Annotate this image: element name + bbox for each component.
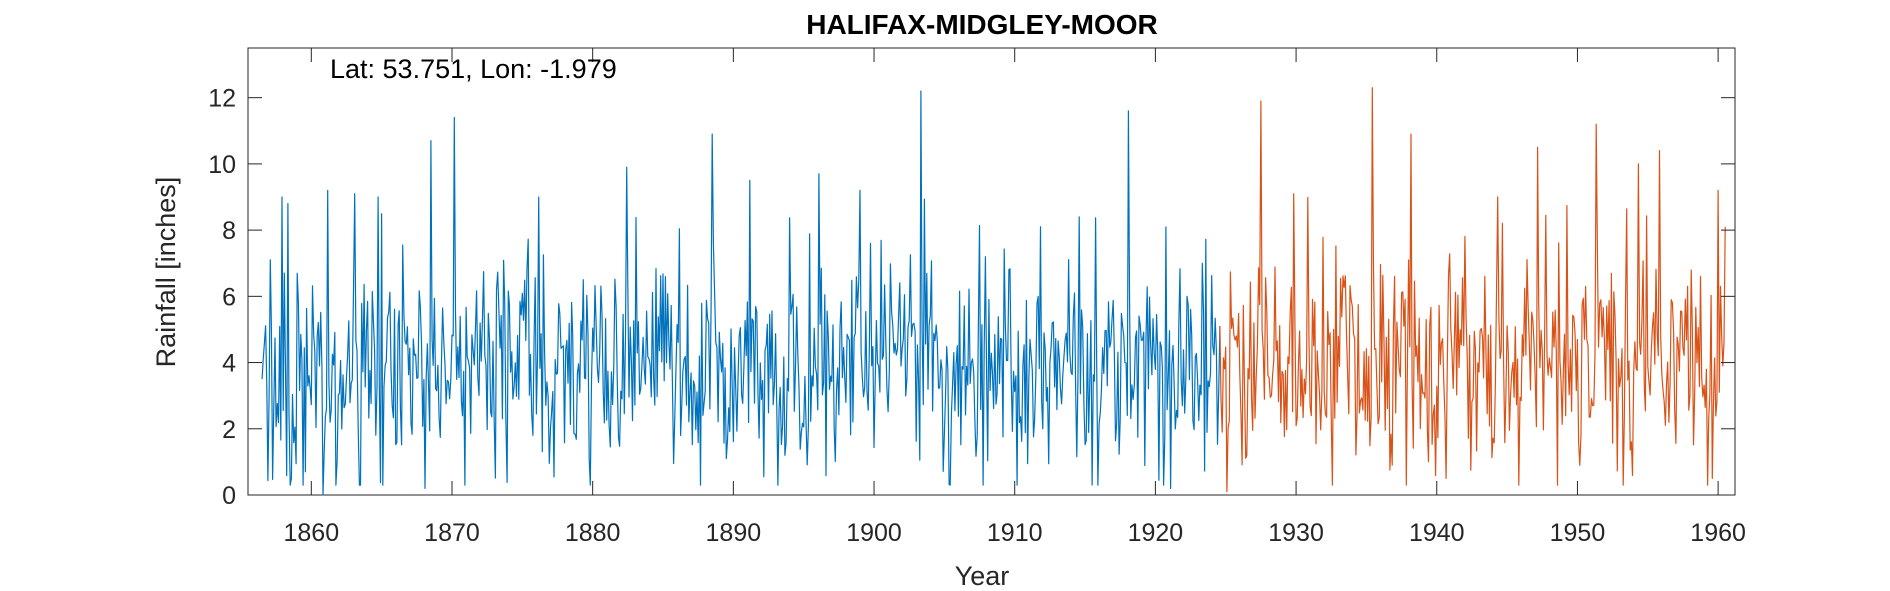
y-tick-label: 0 [222,482,236,510]
x-tick-label: 1960 [1690,519,1746,547]
x-tick-label: 1930 [1268,519,1324,547]
y-tick-label: 6 [222,283,236,311]
chart-title: HALIFAX-MIDGLEY-MOOR [806,9,1158,40]
x-tick-label: 1950 [1550,519,1606,547]
x-tick-label: 1900 [846,519,902,547]
x-tick-label: 1940 [1409,519,1465,547]
y-tick-label: 8 [222,217,236,245]
location-annotation: Lat: 53.751, Lon: -1.979 [330,54,617,84]
x-tick-label: 1890 [706,519,762,547]
rainfall-series-2-line [1219,87,1726,493]
rainfall-series-1-line [261,90,1221,496]
y-tick-label: 10 [208,151,236,179]
axes-layer: 0 2 4 6 8 10 12 1860 1870 1880 1890 1900 1910 1920 193… [208,48,1746,547]
y-tick-label: 12 [208,85,236,113]
y-axis-label: Rainfall [inches] [151,177,181,368]
x-tick-label: 1910 [987,519,1043,547]
y-tick-label: 4 [222,350,236,378]
y-tick-label: 2 [222,416,236,444]
x-tick-label: 1880 [565,519,621,547]
series-layer [261,87,1726,496]
x-axis-label: Year [955,561,1010,591]
x-tick-label: 1870 [424,519,480,547]
x-tick-label: 1860 [283,519,339,547]
x-tick-label: 1920 [1128,519,1184,547]
